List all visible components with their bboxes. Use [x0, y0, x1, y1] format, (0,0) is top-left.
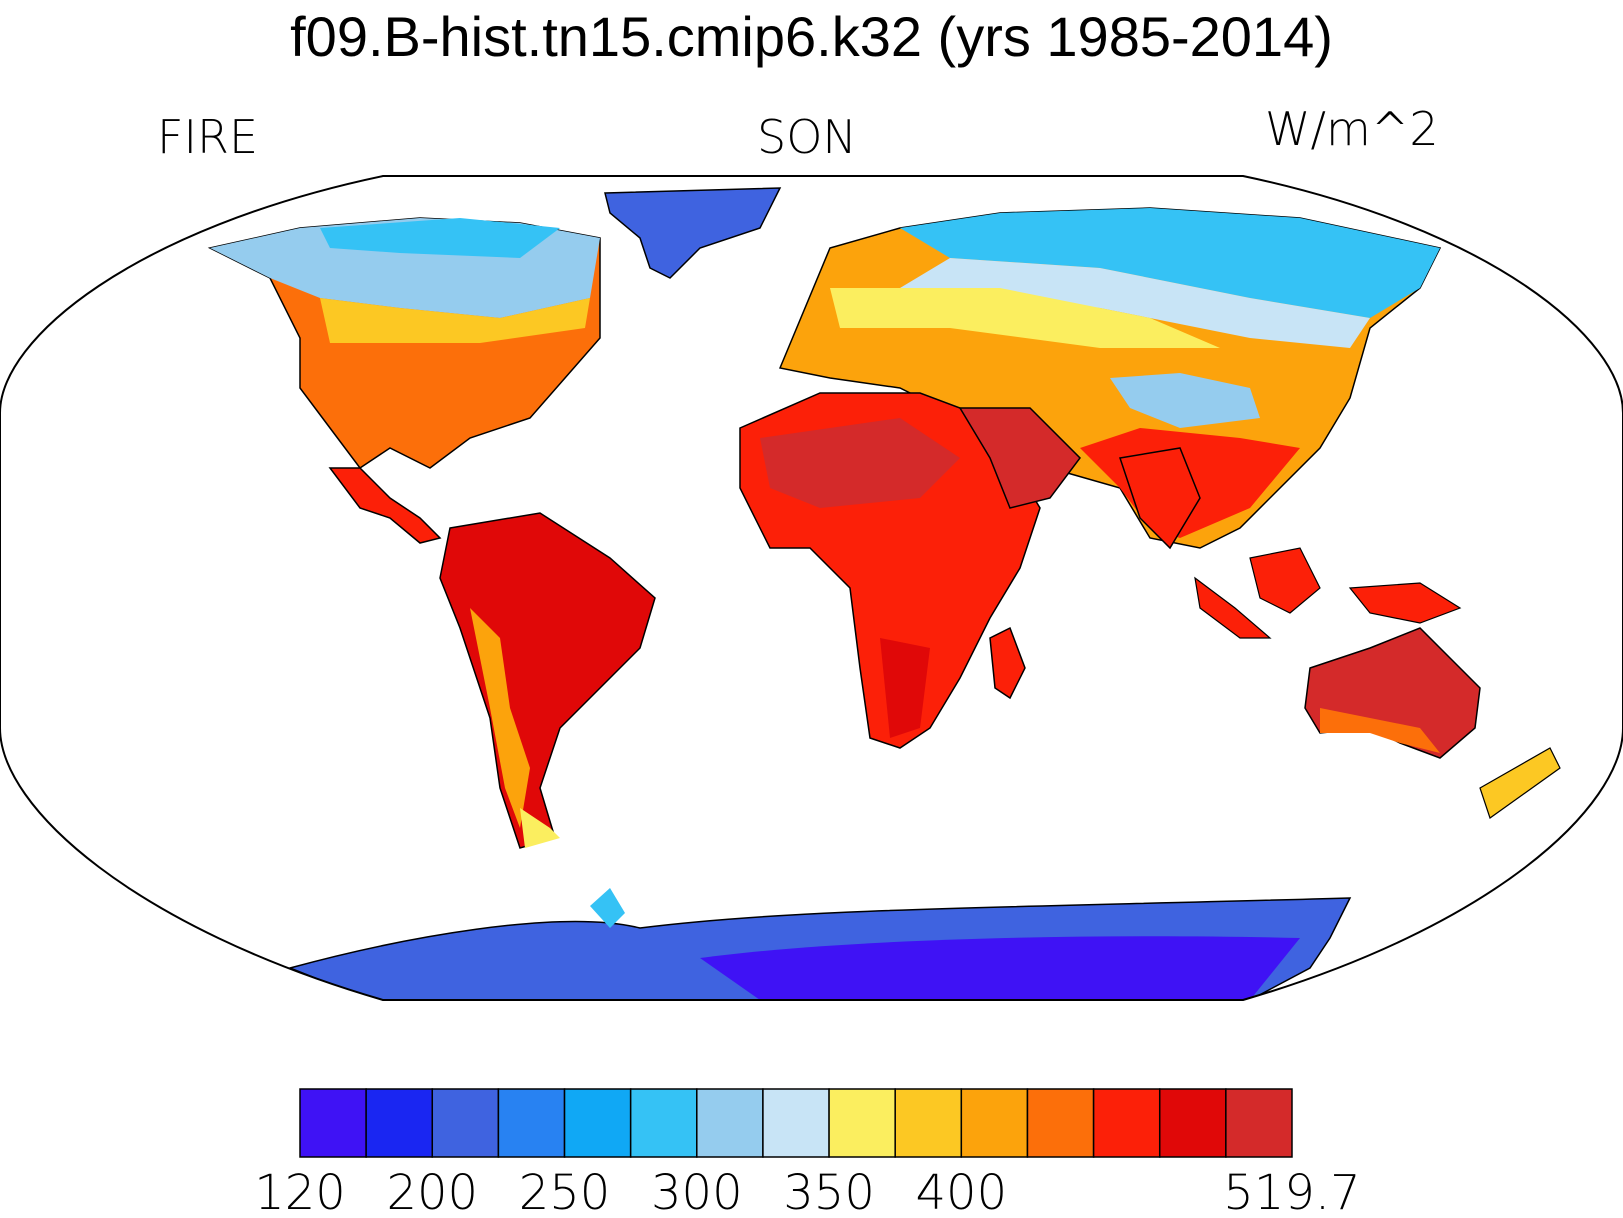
colorbar-swatch	[1092, 1088, 1161, 1158]
colorbar-swatch	[696, 1088, 764, 1158]
colorbar-swatch	[894, 1088, 963, 1158]
colorbar: 120 200 250 300 350 400 519.7	[254, 1088, 1361, 1218]
colorbar-swatch	[828, 1088, 896, 1158]
colorbar-swatch	[431, 1088, 500, 1158]
australia	[1304, 627, 1561, 819]
colorbar-swatch	[563, 1088, 632, 1158]
africa	[739, 392, 1041, 749]
maritime-asia	[1194, 547, 1462, 639]
colorbar-tick-label: 120	[254, 1165, 346, 1218]
colorbar-swatch	[762, 1088, 830, 1158]
colorbar-swatch	[365, 1088, 434, 1158]
units-label: W/m^2	[1265, 102, 1439, 156]
colorbar-tick-label: 250	[519, 1165, 611, 1218]
eurasia	[778, 207, 1442, 549]
variable-label: FIRE	[157, 110, 259, 164]
antarctica	[287, 888, 1352, 1000]
colorbar-tick-label: 400	[916, 1165, 1008, 1218]
south-america	[439, 512, 656, 849]
colorbar-swatch	[497, 1088, 566, 1158]
colorbar-swatch	[960, 1088, 1029, 1158]
colorbar-tick-label: 519.7	[1223, 1165, 1360, 1218]
colorbar-swatch	[629, 1088, 698, 1158]
greenland	[604, 187, 782, 279]
colorbar-tick-label: 350	[783, 1165, 875, 1218]
world-map	[0, 175, 1623, 1001]
colorbar-swatch	[1158, 1088, 1227, 1158]
colorbar-tick-label: 200	[386, 1165, 478, 1218]
season-label: SON	[757, 110, 857, 164]
map-border	[0, 175, 1623, 1001]
arabia-india	[958, 407, 1201, 550]
colorbar-tick-label: 300	[651, 1165, 743, 1218]
north-america	[207, 217, 601, 544]
colorbar-swatch	[1225, 1088, 1293, 1158]
colorbar-swatch	[299, 1088, 367, 1158]
plot-title: f09.B-hist.tn15.cmip6.k32 (yrs 1985-2014…	[290, 5, 1333, 68]
colorbar-swatch	[1026, 1088, 1095, 1158]
